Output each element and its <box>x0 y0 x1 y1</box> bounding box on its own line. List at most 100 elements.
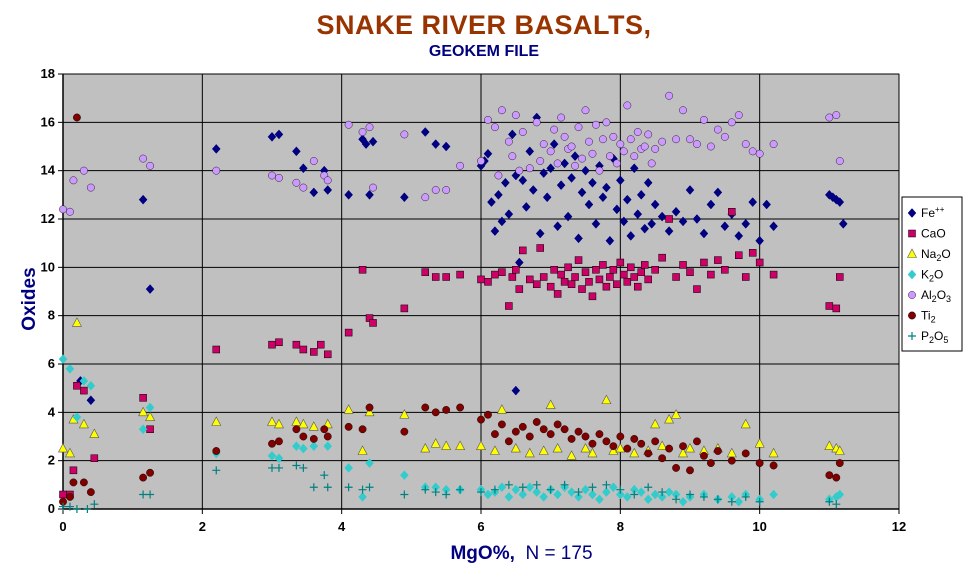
data-point <box>629 447 640 458</box>
data-point <box>615 442 626 453</box>
data-point <box>679 261 687 269</box>
data-point <box>508 129 517 140</box>
data-point <box>498 268 506 276</box>
data-point <box>299 432 308 441</box>
data-point <box>755 459 764 467</box>
data-point <box>139 154 148 163</box>
legend-item: Na2O <box>907 247 951 263</box>
data-point <box>456 485 465 494</box>
data-point <box>212 447 221 455</box>
data-point <box>720 132 729 141</box>
data-point <box>651 437 660 446</box>
data-point <box>358 425 367 434</box>
data-point <box>835 489 845 500</box>
data-point <box>550 125 559 134</box>
data-point <box>567 435 576 443</box>
data-point <box>678 447 689 458</box>
data-point <box>477 275 485 284</box>
data-point <box>665 444 673 453</box>
series-na2o <box>58 317 845 460</box>
data-point <box>769 270 778 279</box>
series-al2o3 <box>59 91 844 216</box>
data-point <box>585 137 593 146</box>
data-point <box>588 292 597 301</box>
data-point <box>518 422 527 431</box>
data-point <box>421 403 430 412</box>
data-point <box>365 458 374 468</box>
data-point <box>309 157 318 165</box>
data-point <box>505 302 513 310</box>
data-point <box>671 206 681 217</box>
chart-subtitle: GEOKEM FILE <box>428 43 540 60</box>
data-point <box>309 435 318 443</box>
data-point <box>146 425 154 433</box>
data-point <box>497 482 507 493</box>
data-point <box>553 290 562 298</box>
data-point <box>640 223 650 234</box>
legend-label: P2O5 <box>921 329 948 345</box>
legend-item: P2O5 <box>908 329 948 345</box>
data-point <box>612 159 621 168</box>
data-point <box>400 130 409 139</box>
data-point <box>832 500 841 509</box>
data-point <box>734 111 743 119</box>
data-point <box>309 483 318 492</box>
data-point <box>609 266 618 274</box>
data-point <box>69 176 78 185</box>
data-point <box>741 449 750 458</box>
data-point <box>602 282 611 291</box>
data-point <box>442 490 451 499</box>
data-point <box>560 158 569 169</box>
data-point <box>678 216 688 227</box>
data-point <box>630 490 639 499</box>
data-point <box>588 483 597 492</box>
data-point <box>640 261 649 269</box>
data-point <box>570 151 580 162</box>
data-point <box>588 149 597 158</box>
data-point <box>518 128 527 136</box>
data-point <box>577 187 587 198</box>
data-point <box>549 139 559 149</box>
data-point <box>504 480 513 489</box>
data-point <box>58 354 68 365</box>
data-point <box>320 471 329 480</box>
data-point <box>83 505 92 513</box>
data-point <box>542 192 552 203</box>
legend-label: Ti2 <box>921 309 936 325</box>
data-point <box>825 302 834 310</box>
data-point <box>86 380 96 391</box>
data-point <box>323 483 332 492</box>
data-point <box>212 466 221 475</box>
data-point <box>707 270 715 279</box>
data-point <box>430 438 441 448</box>
data-point <box>825 471 834 480</box>
data-point <box>657 211 667 222</box>
data-point <box>299 183 308 192</box>
data-point <box>748 197 758 207</box>
data-point <box>310 348 318 356</box>
data-point <box>644 130 653 139</box>
legend-item: K2O <box>907 268 943 284</box>
data-point <box>706 199 716 210</box>
data-point <box>567 142 576 151</box>
data-point <box>532 280 541 288</box>
data-point <box>571 273 579 281</box>
data-point <box>146 161 154 170</box>
data-point <box>323 432 332 441</box>
data-point <box>364 406 375 417</box>
data-point <box>487 197 496 207</box>
data-point <box>538 445 549 455</box>
data-point <box>501 177 510 188</box>
data-point <box>267 450 277 461</box>
y-tick-label: 10 <box>41 259 55 274</box>
data-point <box>650 199 660 210</box>
legend-label: CaO <box>921 227 946 241</box>
data-point <box>515 166 524 175</box>
data-point <box>292 441 301 452</box>
data-point <box>835 197 845 207</box>
data-point <box>707 459 715 467</box>
data-point <box>78 418 89 429</box>
data-point <box>619 216 629 227</box>
data-point <box>595 430 604 438</box>
